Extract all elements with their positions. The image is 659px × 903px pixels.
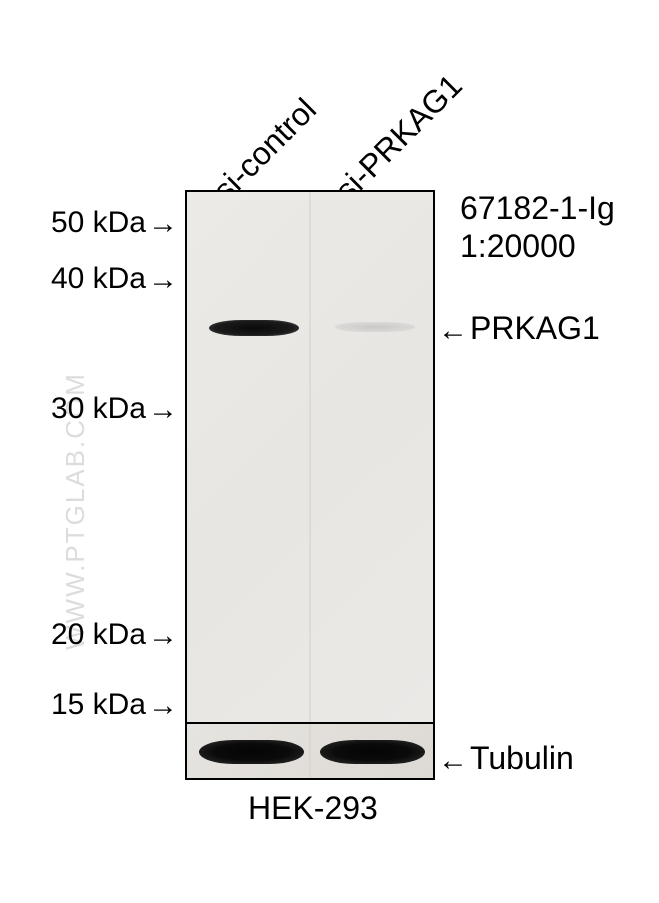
arrow-right-icon: → — [148, 395, 178, 425]
lane-divider — [309, 724, 311, 778]
arrow-left-icon: ← — [438, 316, 468, 346]
mw-label-50: 50 kDa→ — [38, 206, 178, 240]
arrow-right-icon: → — [148, 209, 178, 239]
arrow-right-icon: → — [148, 621, 178, 651]
band-tubulin-knockdown — [320, 740, 425, 764]
arrow-left-icon: ← — [438, 746, 468, 776]
lane-label-prkag1: si-PRKAG1 — [328, 67, 470, 209]
mw-text-20: 20 kDa — [51, 618, 146, 651]
lane-divider — [309, 192, 311, 722]
arrow-right-icon: → — [148, 265, 178, 295]
mw-text-30: 30 kDa — [51, 392, 146, 425]
mw-text-50: 50 kDa — [51, 206, 146, 239]
mw-label-40: 40 kDa→ — [38, 262, 178, 296]
mw-text-40: 40 kDa — [51, 262, 146, 295]
arrow-right-icon: → — [148, 691, 178, 721]
band-prkag1-control — [209, 320, 299, 336]
cell-line-label: HEK-293 — [248, 790, 378, 827]
mw-label-20: 20 kDa→ — [38, 618, 178, 652]
mw-label-15: 15 kDa→ — [38, 688, 178, 722]
figure-container: WWW.PTGLAB.COM si-control si-PRKAG1 6718… — [0, 0, 659, 903]
mw-text-15: 15 kDa — [51, 688, 146, 721]
target-text-prkag1: PRKAG1 — [470, 310, 600, 346]
band-tubulin-control — [199, 740, 304, 764]
mw-label-30: 30 kDa→ — [38, 392, 178, 426]
western-blot — [185, 190, 435, 780]
band-prkag1-knockdown — [335, 322, 415, 332]
target-label-prkag1: ←PRKAG1 — [438, 310, 600, 347]
blot-upper-panel — [187, 192, 433, 722]
target-text-tubulin: Tubulin — [470, 740, 574, 776]
target-label-tubulin: ←Tubulin — [438, 740, 574, 777]
antibody-dilution: 1:20000 — [460, 228, 576, 265]
antibody-catalog: 67182-1-Ig — [460, 190, 615, 227]
